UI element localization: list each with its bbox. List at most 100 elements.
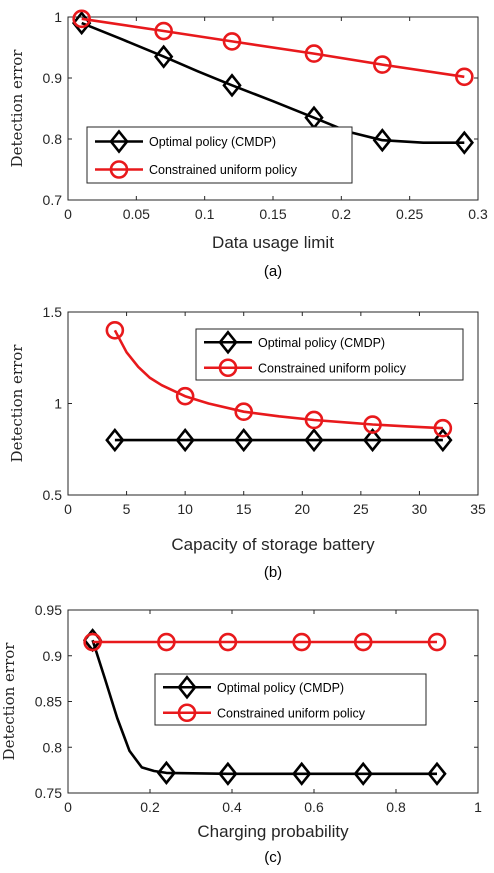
x-tick-label: 0.1 — [195, 206, 215, 222]
x-tick-label: 0.05 — [123, 206, 150, 222]
series-line — [113, 329, 443, 430]
x-tick-label: 0.25 — [396, 206, 423, 222]
chart-3: 0 0.2 0.4 0.6 0.8 1 0.75 0.8 0.85 0.9 0.95 Charging… — [0, 602, 482, 866]
series-1 — [105, 428, 453, 453]
y-tick-label: 0.75 — [35, 785, 62, 801]
y-tick-label: 1 — [54, 9, 62, 25]
legend-circle-marker — [109, 160, 129, 179]
legend: Optimal policy (CMDP) Constrained uniform… — [195, 328, 464, 381]
diamond-marker — [175, 428, 195, 453]
circle-marker — [304, 410, 324, 430]
y-tick-label: 0.8 — [43, 739, 63, 755]
x-tick-label: 0 — [64, 799, 72, 815]
y-tick-label: 0.7 — [43, 192, 63, 208]
legend-label: Constrained uniform policy — [149, 163, 298, 177]
series-line — [81, 21, 465, 144]
x-axis-label: Capacity of storage battery — [171, 535, 375, 554]
circle-marker — [222, 32, 242, 51]
circle-marker — [373, 55, 392, 74]
circle-marker — [455, 67, 474, 87]
y-tick-label: 0.85 — [35, 694, 62, 710]
legend-box — [86, 126, 353, 184]
legend-label: Constrained uniform policy — [217, 706, 366, 720]
x-tick-label: 0.15 — [259, 206, 286, 222]
diamond-marker — [156, 760, 177, 785]
x-tick-label: 0.8 — [386, 799, 406, 815]
circle-marker — [72, 9, 91, 29]
x-tick-label: 0.4 — [222, 799, 242, 815]
y-tick-label: 0.9 — [43, 648, 63, 664]
circle-marker — [154, 21, 173, 41]
legend: Optimal policy (CMDP) Constrained uniform… — [154, 673, 427, 726]
diamond-marker — [292, 761, 312, 786]
diamond-marker — [105, 428, 125, 453]
x-tick-label: 10 — [177, 501, 193, 517]
series-line — [91, 639, 437, 776]
circle-marker — [304, 44, 324, 63]
legend-diamond-marker — [109, 129, 129, 154]
circle-marker — [105, 320, 125, 340]
series-2 — [105, 320, 453, 438]
diamond-marker — [234, 428, 254, 453]
y-tick-label: 0.8 — [43, 131, 63, 147]
diamond-marker — [222, 73, 242, 98]
x-axis-label: Data usage limit — [212, 233, 334, 252]
circle-marker — [157, 632, 176, 652]
legend-circle-marker — [177, 703, 197, 723]
diamond-marker — [372, 128, 392, 153]
x-tick-label: 1 — [474, 799, 482, 815]
x-tick-label: 20 — [294, 501, 310, 517]
diamond-marker — [454, 130, 474, 155]
x-tick-label: 0.2 — [332, 206, 352, 222]
y-axis-label: Detection error — [8, 344, 26, 463]
x-tick-label: 35 — [470, 501, 486, 517]
diamond-marker — [427, 761, 447, 786]
legend-diamond-marker — [218, 330, 238, 355]
legend-box — [154, 673, 427, 726]
y-tick-label: 0.95 — [35, 602, 62, 618]
diamond-marker — [154, 44, 174, 69]
legend-label: Optimal policy (CMDP) — [217, 681, 344, 695]
figure-caption: (c) — [264, 849, 282, 866]
legend: Optimal policy (CMDP) Constrained uniform… — [86, 126, 353, 184]
series-2 — [83, 632, 447, 652]
diamond-marker — [218, 761, 238, 786]
circle-marker — [218, 632, 238, 652]
circle-marker — [363, 415, 382, 434]
x-axis-label: Charging probability — [197, 822, 349, 841]
diamond-marker — [353, 761, 373, 786]
chart-1: 0 0.05 0.1 0.15 0.2 0.25 0.3 0.7 0.8 0.9 1 Data usa… — [8, 9, 488, 280]
figure-caption: (a) — [264, 263, 282, 280]
circle-marker — [292, 632, 312, 652]
circle-marker — [427, 632, 447, 652]
x-tick-label: 0.2 — [140, 799, 160, 815]
circle-marker — [83, 632, 102, 652]
series-2 — [72, 9, 474, 87]
x-tick-label: 0 — [64, 501, 72, 517]
series-line — [81, 17, 465, 79]
circle-marker — [433, 418, 453, 438]
x-tick-label: 25 — [353, 501, 369, 517]
diamond-marker — [433, 428, 453, 453]
x-tick-label: 30 — [412, 501, 428, 517]
legend-circle-marker — [218, 358, 238, 378]
y-axis-label: Detection error — [0, 642, 18, 761]
y-tick-label: 0.9 — [43, 70, 63, 86]
legend-label: Constrained uniform policy — [258, 361, 407, 375]
y-tick-label: 0.5 — [43, 487, 63, 503]
legend-label: Optimal policy (CMDP) — [149, 135, 276, 149]
circle-marker — [353, 632, 373, 652]
figure-caption: (b) — [264, 564, 282, 581]
x-tick-label: 0.6 — [304, 799, 324, 815]
x-tick-label: 15 — [236, 501, 252, 517]
diamond-marker — [304, 428, 324, 453]
chart-2: 0 5 10 15 20 25 30 35 0.5 1 1.5 Capacity of storage… — [8, 304, 486, 581]
x-tick-label: 5 — [123, 501, 131, 517]
legend-label: Optimal policy (CMDP) — [258, 336, 385, 350]
x-tick-label: 0.3 — [468, 206, 488, 222]
y-tick-label: 1 — [54, 396, 62, 412]
legend-box — [195, 328, 464, 381]
legend-diamond-marker — [177, 675, 197, 700]
x-tick-label: 0 — [64, 206, 72, 222]
diamond-marker — [362, 428, 383, 453]
